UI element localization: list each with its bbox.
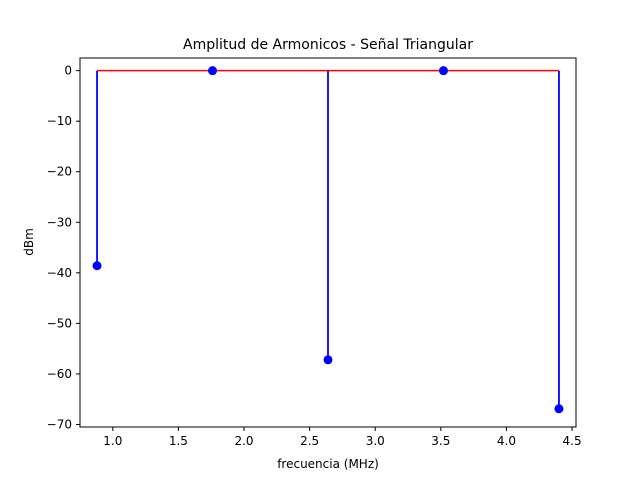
x-tick-label: 2.5 <box>300 434 319 448</box>
data-point <box>208 66 218 76</box>
x-tick-label: 2.0 <box>234 434 253 448</box>
x-axis-label: frecuencia (MHz) <box>277 457 379 471</box>
chart-title: Amplitud de Armonicos - Señal Triangular <box>183 37 473 53</box>
x-tick-label: 1.5 <box>169 434 188 448</box>
y-axis-label: dBm <box>22 228 36 256</box>
y-tick-label: −10 <box>47 114 72 128</box>
y-tick-label: −60 <box>47 367 72 381</box>
x-tick-label: 4.5 <box>563 434 582 448</box>
y-tick-label: −30 <box>47 215 72 229</box>
x-tick-label: 4.0 <box>497 434 516 448</box>
data-point <box>554 404 564 414</box>
plot-area <box>92 66 564 414</box>
x-tick-label: 1.0 <box>103 434 122 448</box>
y-tick-label: −40 <box>47 266 72 280</box>
data-point <box>438 66 448 76</box>
y-tick-label: 0 <box>64 64 72 78</box>
x-tick-label: 3.0 <box>366 434 385 448</box>
x-axis-ticks: 1.0 1.5 2.0 2.5 3.0 3.5 4.0 4.5 <box>103 427 582 448</box>
y-tick-label: −70 <box>47 417 72 431</box>
data-point <box>92 261 102 271</box>
y-tick-label: −20 <box>47 165 72 179</box>
y-axis-ticks: 0 −10 −20 −30 −40 −50 −60 −70 <box>47 64 80 431</box>
data-point <box>323 355 333 365</box>
y-tick-label: −50 <box>47 316 72 330</box>
x-tick-label: 3.5 <box>431 434 450 448</box>
axes-frame <box>79 57 577 428</box>
